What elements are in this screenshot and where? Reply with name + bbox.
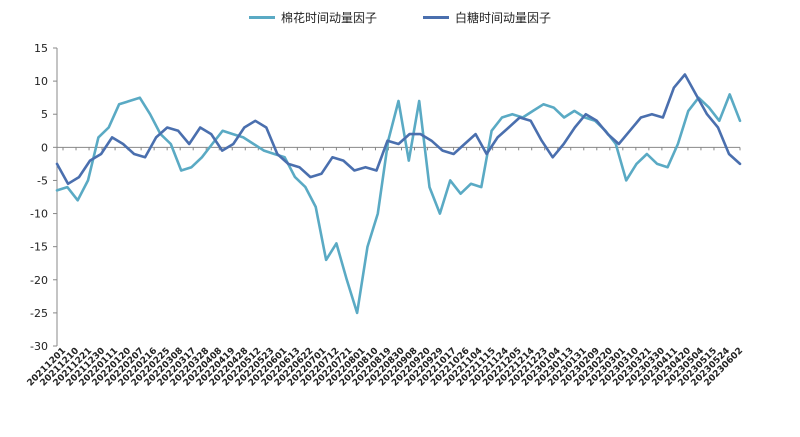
y-tick-label: 10 xyxy=(34,75,48,88)
legend-label-cotton: 棉花时间动量因子 xyxy=(280,11,377,25)
y-tick-label: 0 xyxy=(41,141,48,154)
y-tick-label: -5 xyxy=(37,174,48,187)
series-line-cotton xyxy=(55,93,742,315)
chart-legend: 棉花时间动量因子 白糖时间动量因子 xyxy=(0,9,800,26)
y-tick-label: -10 xyxy=(30,208,48,221)
y-tick-label: -20 xyxy=(30,274,48,287)
legend-item-cotton: 棉花时间动量因子 xyxy=(248,9,377,26)
legend-swatch-sugar xyxy=(423,16,449,19)
y-tick-label: -25 xyxy=(30,307,48,320)
legend-item-sugar: 白糖时间动量因子 xyxy=(423,9,551,26)
y-tick-label: 5 xyxy=(41,108,48,121)
legend-swatch-cotton xyxy=(248,16,275,19)
y-tick-label: 15 xyxy=(34,42,48,55)
y-tick-label: -15 xyxy=(30,241,48,254)
legend-label-sugar: 白糖时间动量因子 xyxy=(455,11,552,25)
y-tick-label: -30 xyxy=(30,340,48,353)
series-line-sugar xyxy=(55,73,742,186)
